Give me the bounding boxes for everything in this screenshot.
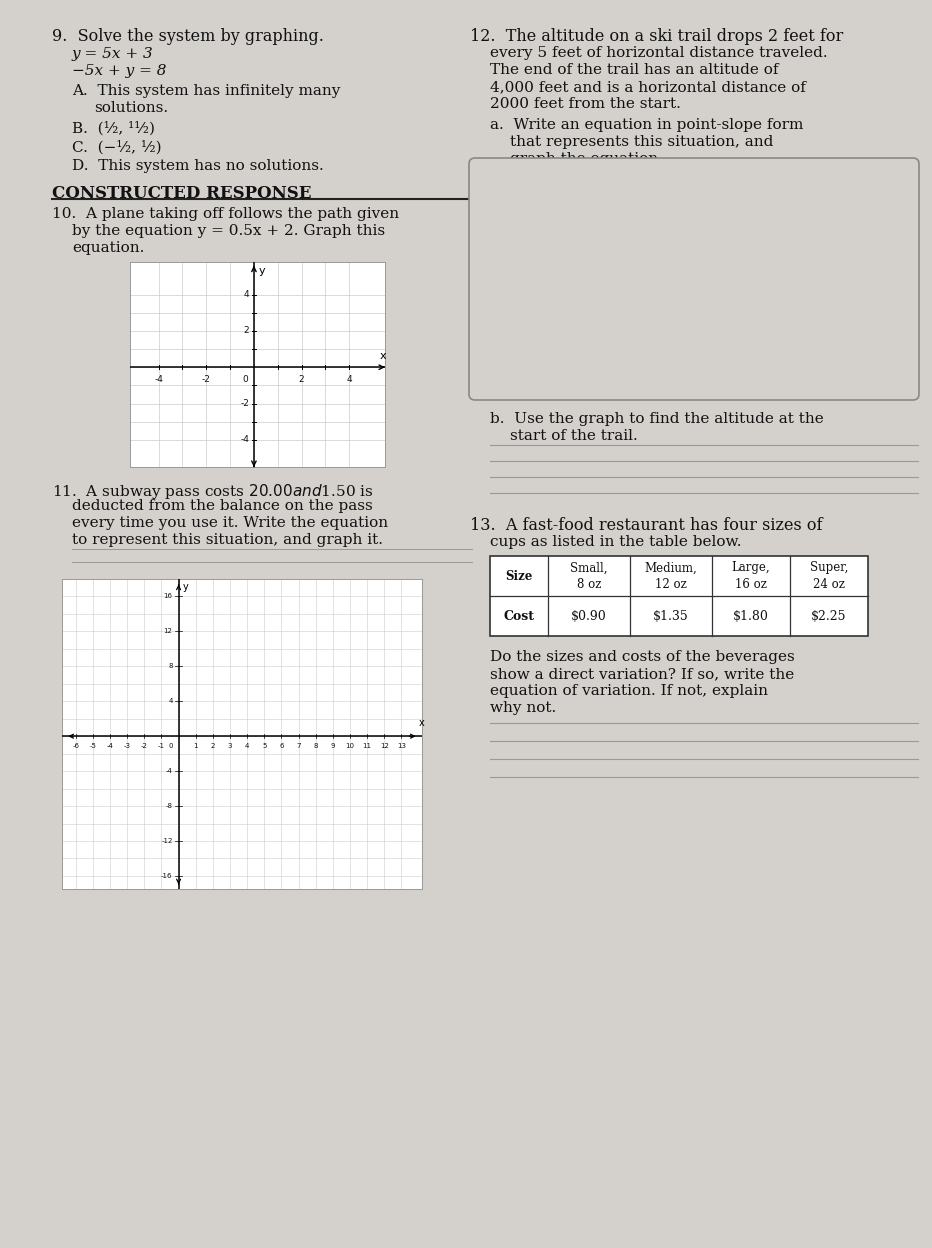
Text: Large,
16 oz: Large, 16 oz: [732, 562, 771, 590]
Text: -3: -3: [124, 743, 130, 749]
Text: 6: 6: [280, 743, 283, 749]
Text: -4: -4: [106, 743, 114, 749]
Text: Super,
24 oz: Super, 24 oz: [810, 562, 848, 590]
Text: 12: 12: [380, 743, 389, 749]
Text: Do the sizes and costs of the beverages: Do the sizes and costs of the beverages: [490, 650, 795, 664]
Text: deducted from the balance on the pass: deducted from the balance on the pass: [72, 499, 373, 513]
Text: 9: 9: [331, 743, 336, 749]
Text: 0: 0: [242, 376, 248, 384]
Text: 1: 1: [194, 743, 198, 749]
Text: 11: 11: [363, 743, 372, 749]
Text: $1.80: $1.80: [733, 609, 769, 623]
Text: -5: -5: [89, 743, 96, 749]
Text: x: x: [418, 719, 424, 729]
Text: why not.: why not.: [490, 701, 556, 715]
Text: 4: 4: [243, 290, 249, 300]
Text: Small,
8 oz: Small, 8 oz: [570, 562, 608, 590]
Text: 4,000 feet and is a horizontal distance of: 4,000 feet and is a horizontal distance …: [490, 80, 806, 94]
Text: 0: 0: [169, 743, 173, 749]
Text: y: y: [183, 582, 188, 592]
Text: 9.  Solve the system by graphing.: 9. Solve the system by graphing.: [52, 27, 324, 45]
Text: 5: 5: [262, 743, 267, 749]
Text: A.  This system has infinitely many: A. This system has infinitely many: [72, 84, 340, 99]
Text: -16: -16: [161, 872, 172, 879]
Text: CONSTRUCTED RESPONSE: CONSTRUCTED RESPONSE: [52, 185, 311, 202]
Text: by the equation y = 0.5x + 2. Graph this: by the equation y = 0.5x + 2. Graph this: [72, 223, 385, 238]
Text: 2: 2: [211, 743, 215, 749]
Text: 11.  A subway pass costs $20.00 and $1.50 is: 11. A subway pass costs $20.00 and $1.50…: [52, 482, 374, 500]
Text: $1.35: $1.35: [653, 609, 689, 623]
Text: -4: -4: [154, 376, 163, 384]
Text: y = 5x + 3: y = 5x + 3: [72, 47, 154, 61]
Text: −5x + y = 8: −5x + y = 8: [72, 64, 167, 77]
Text: Medium,
12 oz: Medium, 12 oz: [645, 562, 697, 590]
Text: 3: 3: [227, 743, 232, 749]
Text: graph the equation.: graph the equation.: [510, 152, 663, 166]
Text: y: y: [258, 266, 265, 276]
Text: 16: 16: [164, 594, 172, 599]
Text: -2: -2: [141, 743, 148, 749]
Text: Size: Size: [505, 569, 533, 583]
Text: 12.  The altitude on a ski trail drops 2 feet for: 12. The altitude on a ski trail drops 2 …: [470, 27, 843, 45]
Text: -6: -6: [72, 743, 79, 749]
Text: solutions.: solutions.: [94, 101, 168, 115]
Text: -2: -2: [202, 376, 211, 384]
Text: -8: -8: [166, 802, 172, 809]
Text: -4: -4: [166, 768, 172, 774]
Text: start of the trail.: start of the trail.: [510, 429, 637, 443]
Text: B.  (¹⁄₂, ¹¹⁄₂): B. (¹⁄₂, ¹¹⁄₂): [72, 121, 155, 135]
Text: 8: 8: [168, 664, 172, 669]
Text: $0.90: $0.90: [571, 609, 607, 623]
Text: D.  This system has no solutions.: D. This system has no solutions.: [72, 158, 323, 173]
Text: equation of variation. If not, explain: equation of variation. If not, explain: [490, 684, 768, 698]
Text: The end of the trail has an altitude of: The end of the trail has an altitude of: [490, 62, 778, 77]
Text: 10.  A plane taking off follows the path given: 10. A plane taking off follows the path …: [52, 207, 399, 221]
Text: 2: 2: [243, 327, 249, 336]
Text: -12: -12: [161, 837, 172, 844]
Text: show a direct variation? If so, write the: show a direct variation? If so, write th…: [490, 666, 794, 681]
Text: 10: 10: [346, 743, 354, 749]
Text: 2000 feet from the start.: 2000 feet from the start.: [490, 97, 681, 111]
Text: to represent this situation, and graph it.: to represent this situation, and graph i…: [72, 533, 383, 547]
Text: 4: 4: [245, 743, 250, 749]
Text: 4: 4: [347, 376, 352, 384]
Text: 12: 12: [164, 629, 172, 634]
Text: -1: -1: [158, 743, 165, 749]
Text: $2.25: $2.25: [811, 609, 847, 623]
Text: b.  Use the graph to find the altitude at the: b. Use the graph to find the altitude at…: [490, 412, 824, 426]
FancyBboxPatch shape: [469, 158, 919, 401]
Text: every time you use it. Write the equation: every time you use it. Write the equatio…: [72, 515, 388, 530]
Bar: [490, 557, 868, 636]
Text: -2: -2: [240, 399, 249, 408]
Text: a.  Write an equation in point-slope form: a. Write an equation in point-slope form: [490, 119, 803, 132]
Text: 7: 7: [296, 743, 301, 749]
Text: 13: 13: [397, 743, 406, 749]
Text: x: x: [379, 351, 386, 361]
Text: 8: 8: [313, 743, 318, 749]
Text: that represents this situation, and: that represents this situation, and: [510, 135, 774, 149]
Text: 4: 4: [168, 698, 172, 704]
Text: C.  (−¹⁄₂, ¹⁄₂): C. (−¹⁄₂, ¹⁄₂): [72, 140, 161, 155]
Text: Cost: Cost: [503, 609, 534, 623]
Text: equation.: equation.: [72, 241, 144, 255]
Text: 13.  A fast-food restaurant has four sizes of: 13. A fast-food restaurant has four size…: [470, 517, 823, 534]
Text: cups as listed in the table below.: cups as listed in the table below.: [490, 535, 742, 549]
Text: every 5 feet of horizontal distance traveled.: every 5 feet of horizontal distance trav…: [490, 46, 828, 60]
Text: 2: 2: [299, 376, 305, 384]
Text: -4: -4: [240, 436, 249, 444]
